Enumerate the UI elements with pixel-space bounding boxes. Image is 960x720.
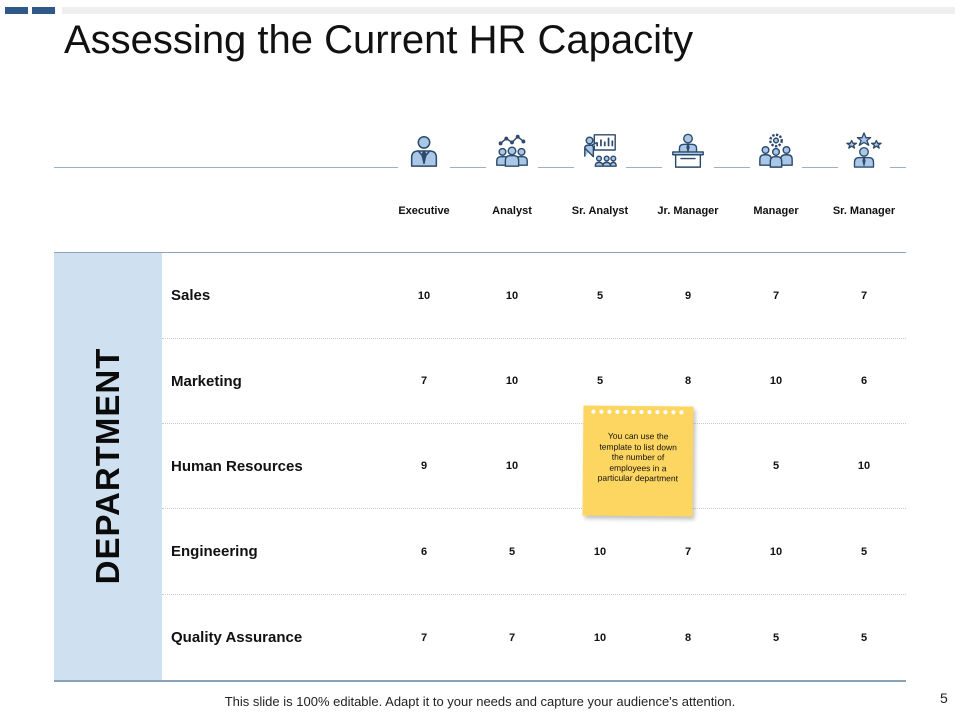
- presentation-board-icon: [574, 128, 626, 172]
- star-manager-icon: [838, 128, 890, 172]
- row-label-marketing: Marketing: [171, 373, 242, 390]
- table-cell: 10: [505, 375, 519, 387]
- table-cell: 7: [684, 546, 692, 558]
- table-cell: 5: [772, 460, 780, 472]
- analyst-group-icon: [486, 128, 538, 172]
- page-number: 5: [940, 690, 948, 706]
- page-title: Assessing the Current HR Capacity: [64, 18, 694, 62]
- table-cell: 5: [596, 290, 604, 302]
- accent-square-right: [32, 7, 55, 14]
- table-cell: 10: [769, 546, 783, 558]
- table-cell: 6: [420, 546, 428, 558]
- executive-icon: [398, 128, 450, 172]
- table-cell: 5: [596, 375, 604, 387]
- column-header-analyst: Analyst: [492, 205, 532, 217]
- sticky-note-perforation: [589, 408, 688, 416]
- table-cell: 10: [593, 546, 607, 558]
- table-cell: 7: [772, 290, 780, 302]
- column-header-executive: Executive: [398, 205, 450, 217]
- table-bottom-divider: [54, 680, 906, 682]
- table-cell: 5: [860, 546, 868, 558]
- column-header-manager: Manager: [753, 205, 799, 217]
- row-label-quality-assurance: Quality Assurance: [171, 629, 303, 646]
- column-header-sr-manager: Sr. Manager: [832, 205, 896, 217]
- top-accent-bar: [62, 7, 955, 14]
- column-header-jr-manager: Jr. Manager: [657, 205, 719, 217]
- table-cell: 5: [772, 632, 780, 644]
- row-label-engineering: Engineering: [171, 543, 258, 560]
- table-cell: 7: [508, 632, 516, 644]
- sticky-note: You can use the template to list down th…: [582, 405, 694, 517]
- table-cell: 10: [593, 632, 607, 644]
- column-header-sr-analyst: Sr. Analyst: [571, 205, 629, 217]
- table-cell: 10: [505, 460, 519, 472]
- table-cell: 10: [505, 290, 519, 302]
- table-cell: 5: [508, 546, 516, 558]
- department-label: DEPARTMENT: [89, 347, 126, 585]
- footer-text: This slide is 100% editable. Adapt it to…: [224, 694, 736, 709]
- sticky-note-text: You can use the template to list down th…: [597, 430, 679, 484]
- row-divider: [162, 338, 906, 339]
- table-cell: 10: [857, 460, 871, 472]
- table-cell: 7: [860, 290, 868, 302]
- row-divider: [162, 594, 906, 595]
- table-cell: 6: [860, 375, 868, 387]
- table-cell: 7: [420, 375, 428, 387]
- table-cell: 7: [420, 632, 428, 644]
- table-cell: 8: [684, 375, 692, 387]
- table-cell: 9: [420, 460, 428, 472]
- desk-manager-icon: [662, 128, 714, 172]
- department-panel: [54, 253, 162, 680]
- team-gear-icon: [750, 128, 802, 172]
- table-cell: 8: [684, 632, 692, 644]
- row-label-human-resources: Human Resources: [171, 458, 303, 475]
- row-label-sales: Sales: [171, 287, 211, 304]
- accent-square-left: [5, 7, 28, 14]
- table-cell: 5: [860, 632, 868, 644]
- header-divider: [54, 167, 906, 168]
- table-cell: 9: [684, 290, 692, 302]
- table-cell: 10: [769, 375, 783, 387]
- row-divider: [162, 508, 906, 509]
- table-cell: 10: [417, 290, 431, 302]
- table-header-divider: [54, 252, 906, 253]
- row-divider: [162, 423, 906, 424]
